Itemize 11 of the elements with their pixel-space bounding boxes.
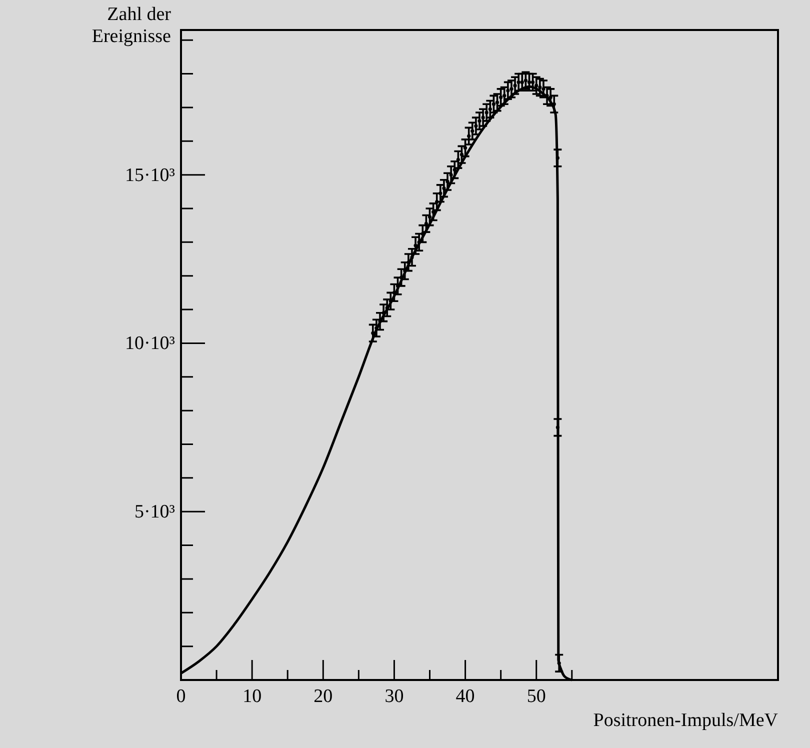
y-tick-label: 15·10³ <box>124 164 176 186</box>
y-tick-label: 10·10³ <box>124 333 176 354</box>
x-tick-label: 40 <box>456 686 475 707</box>
x-tick-label: 50 <box>526 686 546 707</box>
x-tick-label: 0 <box>176 686 186 707</box>
y-axis-title: Zahl der Ereignisse <box>92 4 172 47</box>
x-tick-label: 20 <box>314 686 333 707</box>
y-tick-label: 5·10³ <box>134 502 176 523</box>
x-axis-title: Positronen-Impuls/MeV <box>593 710 778 731</box>
x-tick-label: 30 <box>384 686 404 707</box>
x-tick-label: 10 <box>242 686 262 707</box>
